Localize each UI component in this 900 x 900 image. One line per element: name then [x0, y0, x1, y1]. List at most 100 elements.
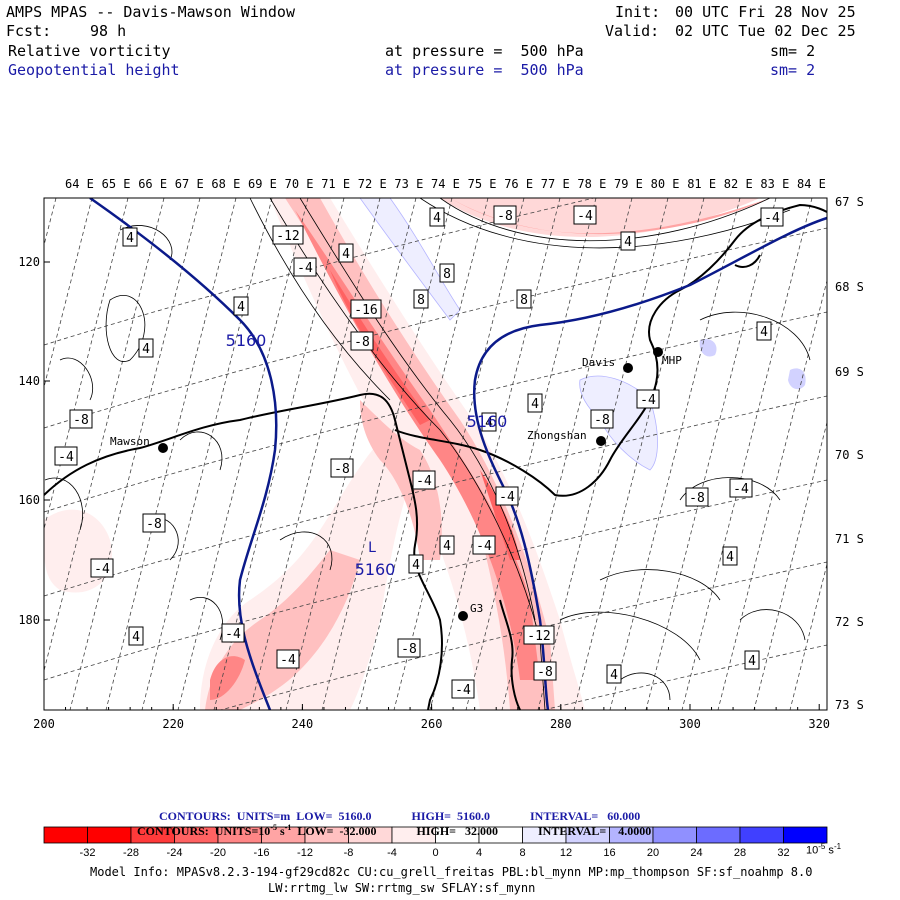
station-name: MHP	[662, 354, 682, 367]
colorbar-unit-base: 10	[806, 844, 819, 857]
vorticity-contour-low: LOW= -32.000	[291, 824, 377, 838]
longitude-label: 81 E	[687, 177, 716, 191]
vorticity-label: 4	[439, 535, 455, 555]
low-pressure-marker: L	[368, 540, 376, 556]
colorbar-tick-label: 4	[475, 847, 483, 859]
colorbar-swatch	[739, 826, 784, 844]
svg-text:-4: -4	[476, 539, 492, 554]
vorticity-unit-seconds: s	[276, 824, 285, 838]
vorticity-label: -4	[293, 257, 317, 277]
valid-label: Valid:	[605, 22, 660, 40]
y-tick-label: 160	[18, 493, 40, 507]
init-time: 00 UTC Fri 28 Nov 25	[675, 3, 856, 21]
vorticity-label: -4	[760, 207, 784, 227]
latitude-labels: 67 S 68 S 69 S 70 S 71 S 72 S 73 S	[835, 195, 864, 712]
vorticity-contour-labels: 4 -8 -4 4 -12 -4 4 -4 4 8 8 8 -16 -8 4 4 -8 4 4 -4 -4 -8 -4 -4 -…	[54, 205, 784, 699]
svg-text:-4: -4	[416, 474, 432, 489]
meridian-line	[753, 420, 827, 710]
vorticity-contour-units: CONTOURS: UNITS=10	[137, 824, 271, 838]
height-contour-label: 5160	[355, 560, 396, 579]
vorticity-contour-high: HIGH= 32.000	[416, 824, 499, 838]
vorticity-label: 4	[481, 412, 497, 432]
model-info: Model Info: MPASv8.2.3-194-gf29cd82c CU:…	[90, 865, 813, 879]
vorticity-contour-interval: INTERVAL= 4.0000	[538, 824, 652, 838]
colorbar-tick-label: -20	[210, 847, 226, 859]
station-name: G3	[470, 602, 483, 615]
parallel-line	[44, 479, 827, 681]
longitude-label: 84 E	[797, 177, 826, 191]
field1-name: Relative vorticity	[8, 42, 171, 60]
svg-text:4: 4	[726, 550, 734, 565]
vorticity-label: 4	[744, 650, 760, 670]
plot-frame	[43, 197, 828, 711]
vorticity-label: -4	[472, 535, 496, 555]
station-marker: Zhongshan	[527, 429, 606, 446]
vorticity-label: 4	[429, 207, 445, 227]
x-tick-label: 320	[808, 717, 830, 731]
height-contour-label: 5160	[467, 412, 508, 431]
colorbar-unit-exponent: -5	[818, 842, 826, 851]
vorticity-label: -8	[493, 205, 517, 225]
colorbar-tick-label: 0	[432, 847, 439, 859]
vorticity-label: 4	[233, 296, 249, 316]
svg-text:4: 4	[748, 654, 756, 669]
field1-level: at pressure = 500 hPa	[385, 42, 584, 60]
vorticity-shading	[44, 198, 770, 710]
svg-text:4: 4	[624, 235, 632, 250]
colorbar-tick-label: 24	[690, 847, 703, 859]
colorbar-tick-label: 28	[733, 847, 747, 859]
parallel-line	[44, 311, 827, 513]
longitude-label: 75 E	[468, 177, 497, 191]
x-tick-label: 300	[679, 717, 701, 731]
longitude-label: 80 E	[651, 177, 680, 191]
svg-text:-4: -4	[733, 482, 749, 497]
meridian-line	[105, 198, 237, 710]
vorticity-label: -8	[397, 638, 421, 658]
vorticity-label: -12	[523, 625, 555, 645]
vorticity-label: 4	[620, 231, 636, 251]
vorticity-contours	[44, 198, 811, 710]
colorbar-tick-label: -28	[123, 847, 139, 859]
height-contour-interval: INTERVAL= 60.000	[530, 809, 641, 823]
svg-text:4: 4	[433, 211, 441, 226]
svg-text:4: 4	[126, 231, 134, 246]
svg-text:-16: -16	[354, 303, 377, 318]
longitude-label: 65 E	[102, 177, 131, 191]
vorticity-label: -8	[590, 409, 614, 429]
parallel-line	[541, 644, 827, 710]
colorbar-tick-label: -24	[166, 847, 183, 859]
x-tick-label: 220	[162, 717, 184, 731]
colorbar-tick-label: 32	[777, 847, 790, 859]
field2-smoothing: sm= 2	[770, 61, 816, 79]
vorticity-label: -8	[685, 487, 709, 507]
svg-text:-12: -12	[527, 629, 550, 644]
vorticity-label: -8	[330, 458, 354, 478]
svg-text:8: 8	[417, 293, 425, 308]
vorticity-label: 4	[122, 227, 138, 247]
vorticity-label: -8	[142, 513, 166, 533]
coastline	[44, 203, 827, 710]
station-name: Davis	[582, 356, 615, 369]
field2-name: Geopotential height	[8, 61, 180, 79]
vorticity-label: 4	[606, 664, 622, 684]
height-contour-info: CONTOURS: UNITS=m LOW= 5160.0 HIGH= 5160.…	[153, 798, 640, 822]
valid-time: 02 UTC Tue 02 Dec 25	[675, 22, 856, 40]
vorticity-label: -4	[276, 649, 300, 669]
meridian-line	[717, 279, 827, 710]
station-name: Zhongshan	[527, 429, 587, 442]
longitude-label: 68 E	[211, 177, 240, 191]
vorticity-label: -4	[636, 389, 660, 409]
colorbar-tick-label: 20	[646, 847, 660, 859]
colorbar-swatch	[783, 826, 828, 844]
vorticity-label: -4	[729, 478, 753, 498]
vorticity-label: -8	[350, 331, 374, 351]
vorticity-label: -8	[533, 661, 557, 681]
svg-text:4: 4	[443, 539, 451, 554]
parallel-line	[44, 395, 827, 597]
init-label: Init:	[615, 3, 661, 21]
longitude-label: 83 E	[760, 177, 789, 191]
longitude-label: 74 E	[431, 177, 460, 191]
svg-text:4: 4	[342, 247, 350, 262]
vorticity-label: 8	[413, 289, 429, 309]
